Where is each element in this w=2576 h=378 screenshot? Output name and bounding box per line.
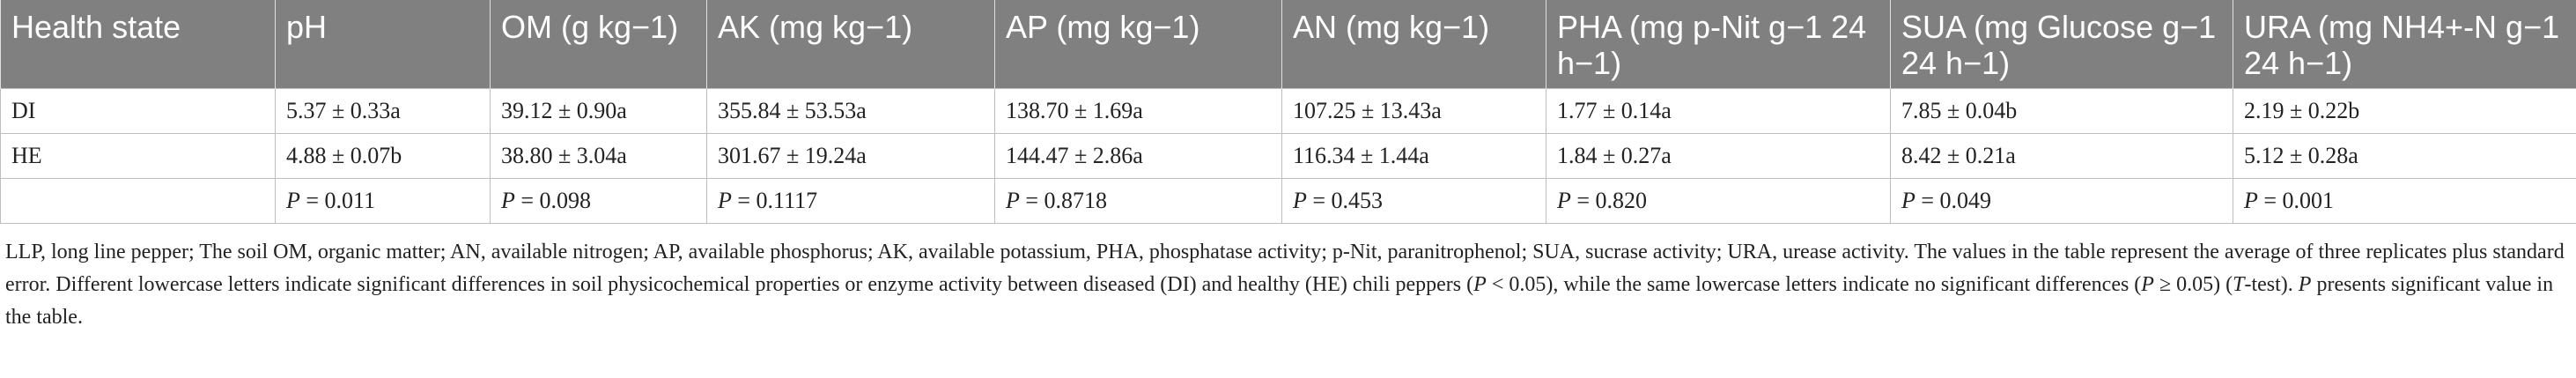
- footnote-text: < 0.05), while the same lowercase letter…: [1486, 273, 2142, 296]
- p-symbol: P: [286, 187, 300, 213]
- p-value-cell: P = 0.1117: [706, 177, 995, 224]
- header-ap: AP (mg kg−1): [994, 0, 1282, 88]
- footnote-p: P: [1473, 273, 1487, 296]
- p-value-cell: P = 0.011: [275, 177, 491, 224]
- table-cell: 7.85 ± 0.04b: [1890, 87, 2233, 134]
- p-value: = 0.1117: [737, 187, 818, 213]
- table-cell: 38.80 ± 3.04a: [490, 132, 707, 179]
- p-value: = 0.011: [306, 187, 376, 213]
- p-value-row: P = 0.011 P = 0.098 P = 0.1117 P = 0.871…: [0, 177, 2576, 224]
- header-sua: SUA (mg Glucose g−1 24 h−1): [1890, 0, 2233, 88]
- p-value: = 0.8718: [1025, 187, 1108, 213]
- table-cell: 138.70 ± 1.69a: [994, 87, 1282, 134]
- p-value-cell: P = 0.8718: [994, 177, 1282, 224]
- header-ura: URA (mg NH4+-N g−1 24 h−1): [2233, 0, 2576, 88]
- table-cell: 2.19 ± 0.22b: [2233, 87, 2576, 134]
- header-an: AN (mg kg−1): [1281, 0, 1546, 88]
- p-value: = 0.098: [520, 187, 592, 213]
- footnote-text: presents significant value in the table.: [5, 273, 2554, 329]
- header-ak: AK (mg kg−1): [706, 0, 995, 88]
- table-row: DI 5.37 ± 0.33a 39.12 ± 0.90a 355.84 ± 5…: [0, 87, 2576, 134]
- header-ph: pH: [275, 0, 491, 88]
- table-cell: 355.84 ± 53.53a: [706, 87, 995, 134]
- table-cell: 8.42 ± 0.21a: [1890, 132, 2233, 179]
- footnote-t: T: [2233, 273, 2245, 296]
- p-symbol: P: [501, 187, 515, 213]
- table-cell: 116.34 ± 1.44a: [1281, 132, 1546, 179]
- p-value: = 0.049: [1921, 187, 1992, 213]
- p-symbol: P: [1901, 187, 1915, 213]
- footnote-p: P: [2141, 273, 2154, 296]
- header-row: Health state pH OM (g kg−1) AK (mg kg−1)…: [0, 0, 2576, 88]
- table-cell: 144.47 ± 2.86a: [994, 132, 1282, 179]
- table-cell: 1.77 ± 0.14a: [1546, 87, 1891, 134]
- footnote-text: ≥ 0.05) (: [2153, 273, 2233, 296]
- p-value-cell: P = 0.820: [1546, 177, 1891, 224]
- footnote-text: -test).: [2244, 273, 2299, 296]
- table-cell: 1.84 ± 0.27a: [1546, 132, 1891, 179]
- header-pha: PHA (mg p-Nit g−1 24 h−1): [1546, 0, 1891, 88]
- row-label: HE: [0, 132, 276, 179]
- table-cell: 5.12 ± 0.28a: [2233, 132, 2576, 179]
- p-symbol: P: [2244, 187, 2258, 213]
- p-symbol: P: [1557, 187, 1571, 213]
- table-footnote: LLP, long line pepper; The soil OM, orga…: [5, 236, 2568, 334]
- p-value-cell: P = 0.049: [1890, 177, 2233, 224]
- footnote-p: P: [2298, 273, 2312, 296]
- header-om: OM (g kg−1): [490, 0, 707, 88]
- header-health-state: Health state: [0, 0, 276, 88]
- p-value: = 0.820: [1576, 187, 1648, 213]
- table-row: HE 4.88 ± 0.07b 38.80 ± 3.04a 301.67 ± 1…: [0, 132, 2576, 179]
- p-value: = 0.001: [2263, 187, 2335, 213]
- table-cell: 5.37 ± 0.33a: [275, 87, 491, 134]
- row-label: [0, 177, 276, 224]
- p-symbol: P: [1006, 187, 1020, 213]
- table-cell: 301.67 ± 19.24a: [706, 132, 995, 179]
- p-value-cell: P = 0.453: [1281, 177, 1546, 224]
- p-value-cell: P = 0.098: [490, 177, 707, 224]
- table-cell: 39.12 ± 0.90a: [490, 87, 707, 134]
- p-value: = 0.453: [1312, 187, 1384, 213]
- p-symbol: P: [1293, 187, 1307, 213]
- p-value-cell: P = 0.001: [2233, 177, 2576, 224]
- row-label: DI: [0, 87, 276, 134]
- p-symbol: P: [718, 187, 732, 213]
- footnote-text: LLP, long line pepper; The soil OM, orga…: [5, 241, 2565, 296]
- data-table: Health state pH OM (g kg−1) AK (mg kg−1)…: [0, 0, 2576, 224]
- table-cell: 4.88 ± 0.07b: [275, 132, 491, 179]
- table-cell: 107.25 ± 13.43a: [1281, 87, 1546, 134]
